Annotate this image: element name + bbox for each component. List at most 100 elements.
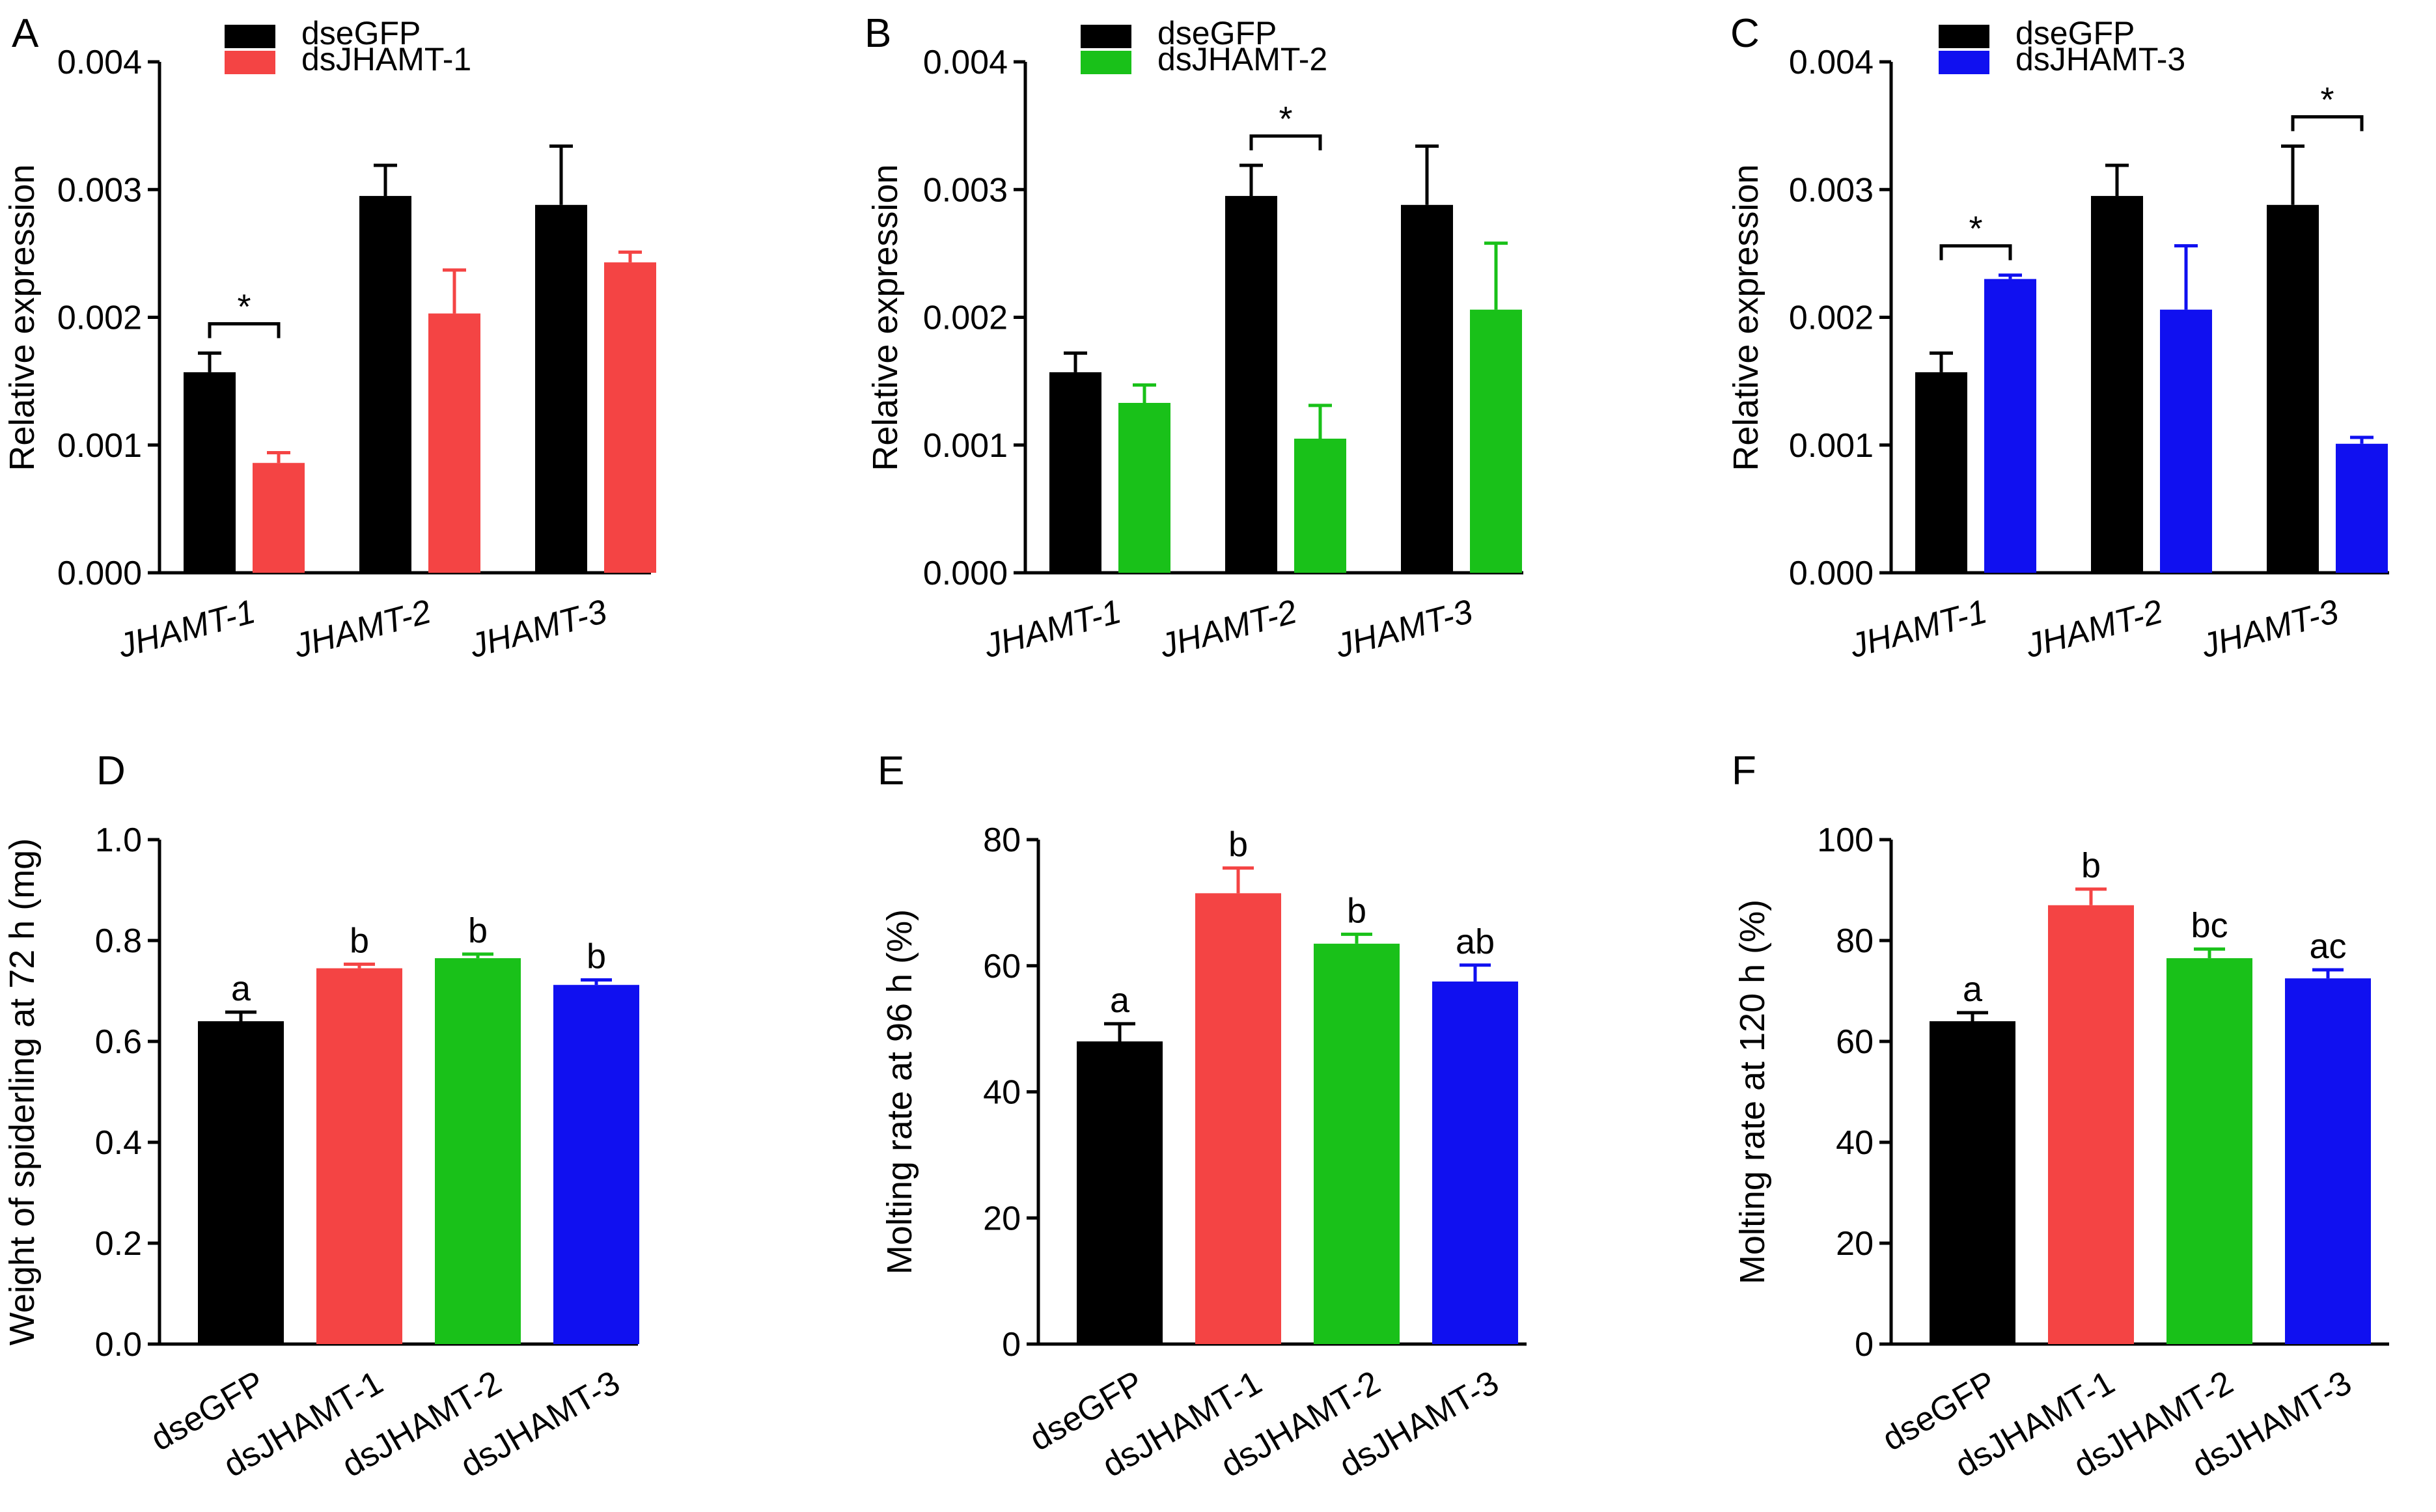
legend-label: dsJHAMT-3 — [2015, 41, 2185, 77]
legend-swatch — [225, 51, 275, 74]
significance-letter: bc — [2191, 906, 2228, 945]
panel-letter: E — [878, 749, 904, 793]
x-category-label: JHAMT-3 — [1331, 593, 1477, 666]
legend-label: dseGFP — [1157, 15, 1277, 51]
y-tick-label: 0.004 — [923, 44, 1008, 81]
significance-letter: b — [587, 937, 606, 976]
y-tick-label: 0.004 — [57, 44, 142, 81]
bar — [2091, 196, 2143, 573]
y-tick-label: 0.002 — [57, 299, 142, 337]
bar — [2166, 958, 2252, 1344]
bar — [1077, 1041, 1163, 1344]
legend-swatch — [1939, 25, 1989, 48]
bar — [2285, 978, 2371, 1344]
legend-label: dseGFP — [2015, 15, 2135, 51]
panel-letter: F — [1732, 749, 1756, 793]
y-tick-label: 0.003 — [923, 171, 1008, 209]
significance-letter: b — [1347, 891, 1366, 930]
bar — [316, 968, 402, 1344]
bar — [1314, 943, 1400, 1344]
bar — [1470, 309, 1522, 573]
y-axis-title: Molting rate at 96 h (%) — [880, 909, 919, 1274]
significance-letter: a — [1963, 970, 1983, 1009]
y-tick-label: 40 — [983, 1074, 1021, 1112]
bar — [1225, 196, 1277, 573]
significance-letter: ab — [1456, 922, 1495, 961]
bar — [184, 372, 236, 573]
bar — [1915, 372, 1967, 573]
panel-letter: C — [1730, 11, 1760, 56]
y-tick-label: 0.2 — [95, 1225, 142, 1263]
y-tick-label: 0.000 — [57, 555, 142, 592]
y-tick-label: 0 — [1855, 1326, 1874, 1364]
bar — [2267, 204, 2319, 573]
x-category-label: JHAMT-1 — [980, 593, 1125, 666]
y-tick-label: 0.0 — [95, 1326, 142, 1364]
legend-swatch — [1081, 25, 1131, 48]
significance-letter: a — [231, 969, 251, 1008]
y-tick-label: 100 — [1817, 821, 1874, 859]
bar — [198, 1021, 284, 1344]
chart-panel-b: B 0.000 0.001 0.002 0.003 0.004 Relative expre… — [865, 11, 1523, 665]
x-category-label: JHAMT-1 — [114, 593, 259, 666]
significance-bracket — [1939, 244, 2012, 260]
bar — [553, 985, 639, 1344]
y-axis-title: Relative expression — [3, 164, 42, 471]
bar — [435, 958, 521, 1344]
y-tick-label: 0.001 — [57, 427, 142, 465]
significance-star: * — [2320, 81, 2334, 120]
y-tick-label: 0.000 — [1789, 555, 1874, 592]
significance-bracket — [1249, 134, 1322, 150]
significance-letter: b — [468, 911, 488, 950]
x-category-label: JHAMT-3 — [465, 593, 611, 666]
panel-letter: B — [865, 11, 891, 56]
y-tick-label: 20 — [1836, 1225, 1874, 1263]
y-tick-label: 60 — [983, 948, 1021, 985]
bar — [1984, 279, 2036, 573]
panel-letter: A — [12, 11, 39, 56]
bar — [535, 204, 587, 573]
legend-label: dseGFP — [301, 15, 421, 51]
bar — [2160, 309, 2212, 573]
y-tick-label: 60 — [1836, 1023, 1874, 1061]
y-tick-label: 1.0 — [95, 821, 142, 859]
bar — [428, 313, 480, 573]
y-axis-title: Molting rate at 120 h (%) — [1733, 900, 1772, 1284]
x-category-label: JHAMT-1 — [1846, 593, 1991, 666]
bar — [1118, 402, 1170, 573]
bar — [2048, 905, 2134, 1344]
chart-panel-c: C 0.000 0.001 0.002 0.003 0.004 Relative expre… — [1726, 11, 2389, 665]
bar — [1195, 893, 1281, 1344]
x-category-label: JHAMT-2 — [290, 593, 436, 666]
y-tick-label: 0.002 — [923, 299, 1008, 337]
legend-swatch — [225, 25, 275, 48]
significance-letter: b — [350, 921, 369, 960]
bar — [604, 262, 656, 573]
bar — [1049, 372, 1101, 573]
significance-star: * — [237, 287, 251, 326]
y-axis-title: Relative expression — [866, 164, 905, 471]
bar — [1401, 204, 1453, 573]
legend-label: dsJHAMT-2 — [1157, 41, 1327, 77]
y-tick-label: 0.003 — [57, 171, 142, 209]
y-tick-label: 80 — [1836, 922, 1874, 960]
legend-swatch — [1939, 51, 1989, 74]
bar — [359, 196, 411, 573]
significance-star: * — [1279, 100, 1292, 139]
legend-label: dsJHAMT-1 — [301, 41, 471, 77]
y-tick-label: 0.6 — [95, 1023, 142, 1061]
chart-panel-a: A 0.000 0.001 0.002 0.003 0.004 Relative expre… — [3, 11, 656, 665]
y-tick-label: 0.000 — [923, 555, 1008, 592]
significance-letter: a — [1110, 981, 1130, 1020]
y-tick-label: 80 — [983, 821, 1021, 859]
x-category-label: JHAMT-2 — [1156, 593, 1301, 666]
bar — [253, 463, 305, 573]
panel-letter: D — [96, 749, 126, 793]
bar — [1294, 438, 1346, 573]
